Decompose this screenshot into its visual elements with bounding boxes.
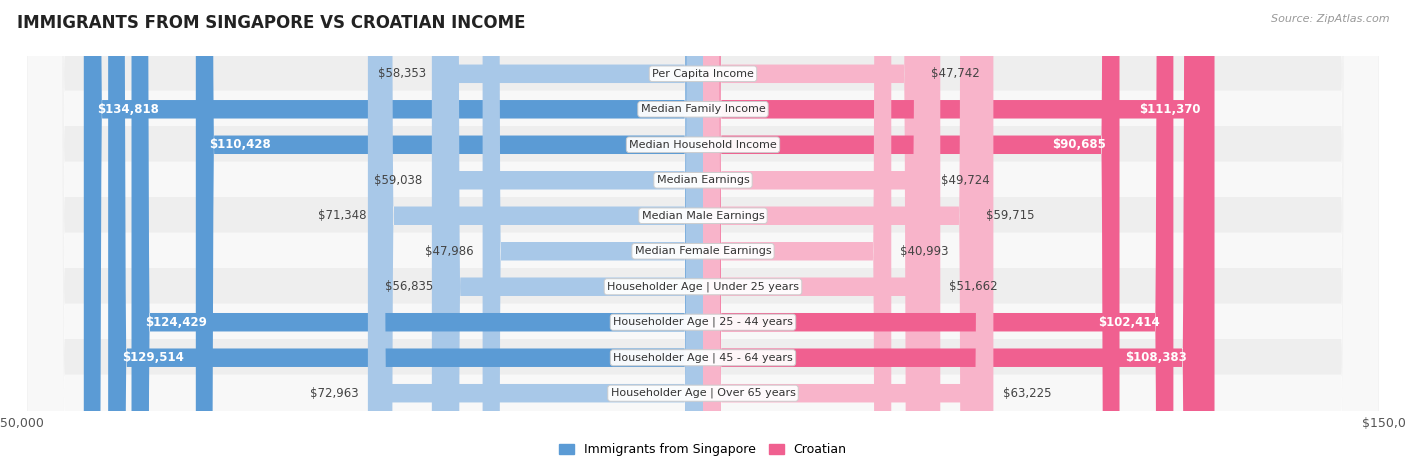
FancyBboxPatch shape xyxy=(28,0,1378,467)
FancyBboxPatch shape xyxy=(441,0,703,467)
FancyBboxPatch shape xyxy=(84,0,703,467)
FancyBboxPatch shape xyxy=(703,0,1215,467)
FancyBboxPatch shape xyxy=(28,0,1378,467)
FancyBboxPatch shape xyxy=(434,0,703,467)
Text: Householder Age | 45 - 64 years: Householder Age | 45 - 64 years xyxy=(613,353,793,363)
Text: Median Male Earnings: Median Male Earnings xyxy=(641,211,765,221)
FancyBboxPatch shape xyxy=(28,0,1378,467)
Text: Median Earnings: Median Earnings xyxy=(657,175,749,185)
Text: $47,986: $47,986 xyxy=(425,245,474,258)
Text: $110,428: $110,428 xyxy=(209,138,271,151)
Text: Median Household Income: Median Household Income xyxy=(628,140,778,150)
Text: $40,993: $40,993 xyxy=(900,245,949,258)
FancyBboxPatch shape xyxy=(703,0,891,467)
Text: Per Capita Income: Per Capita Income xyxy=(652,69,754,79)
Text: Householder Age | Under 25 years: Householder Age | Under 25 years xyxy=(607,282,799,292)
FancyBboxPatch shape xyxy=(703,0,994,467)
FancyBboxPatch shape xyxy=(703,0,977,467)
FancyBboxPatch shape xyxy=(703,0,1174,467)
Text: $102,414: $102,414 xyxy=(1098,316,1160,329)
Text: $111,370: $111,370 xyxy=(1139,103,1201,116)
Text: Median Female Earnings: Median Female Earnings xyxy=(634,246,772,256)
FancyBboxPatch shape xyxy=(703,0,922,467)
FancyBboxPatch shape xyxy=(132,0,703,467)
Legend: Immigrants from Singapore, Croatian: Immigrants from Singapore, Croatian xyxy=(554,439,852,461)
FancyBboxPatch shape xyxy=(28,0,1378,467)
Text: Householder Age | 25 - 44 years: Householder Age | 25 - 44 years xyxy=(613,317,793,327)
Text: $71,348: $71,348 xyxy=(318,209,366,222)
Text: $63,225: $63,225 xyxy=(1002,387,1052,400)
Text: IMMIGRANTS FROM SINGAPORE VS CROATIAN INCOME: IMMIGRANTS FROM SINGAPORE VS CROATIAN IN… xyxy=(17,14,526,32)
Text: $49,724: $49,724 xyxy=(941,174,990,187)
FancyBboxPatch shape xyxy=(28,0,1378,467)
Text: $108,383: $108,383 xyxy=(1125,351,1187,364)
Text: $72,963: $72,963 xyxy=(311,387,359,400)
FancyBboxPatch shape xyxy=(703,0,931,467)
FancyBboxPatch shape xyxy=(703,0,941,467)
FancyBboxPatch shape xyxy=(28,0,1378,467)
Text: $59,715: $59,715 xyxy=(987,209,1035,222)
FancyBboxPatch shape xyxy=(368,0,703,467)
Text: $59,038: $59,038 xyxy=(374,174,423,187)
FancyBboxPatch shape xyxy=(28,0,1378,467)
Text: Median Family Income: Median Family Income xyxy=(641,104,765,114)
FancyBboxPatch shape xyxy=(482,0,703,467)
Text: $129,514: $129,514 xyxy=(122,351,184,364)
Text: $134,818: $134,818 xyxy=(97,103,159,116)
Text: $124,429: $124,429 xyxy=(145,316,207,329)
FancyBboxPatch shape xyxy=(28,0,1378,467)
Text: $58,353: $58,353 xyxy=(378,67,426,80)
FancyBboxPatch shape xyxy=(28,0,1378,467)
Text: Householder Age | Over 65 years: Householder Age | Over 65 years xyxy=(610,388,796,398)
Text: $56,835: $56,835 xyxy=(384,280,433,293)
FancyBboxPatch shape xyxy=(28,0,1378,467)
Text: Source: ZipAtlas.com: Source: ZipAtlas.com xyxy=(1271,14,1389,24)
Text: $47,742: $47,742 xyxy=(931,67,980,80)
Text: $90,685: $90,685 xyxy=(1052,138,1105,151)
FancyBboxPatch shape xyxy=(195,0,703,467)
FancyBboxPatch shape xyxy=(375,0,703,467)
Text: $51,662: $51,662 xyxy=(949,280,998,293)
FancyBboxPatch shape xyxy=(432,0,703,467)
FancyBboxPatch shape xyxy=(108,0,703,467)
FancyBboxPatch shape xyxy=(703,0,1201,467)
FancyBboxPatch shape xyxy=(703,0,1119,467)
